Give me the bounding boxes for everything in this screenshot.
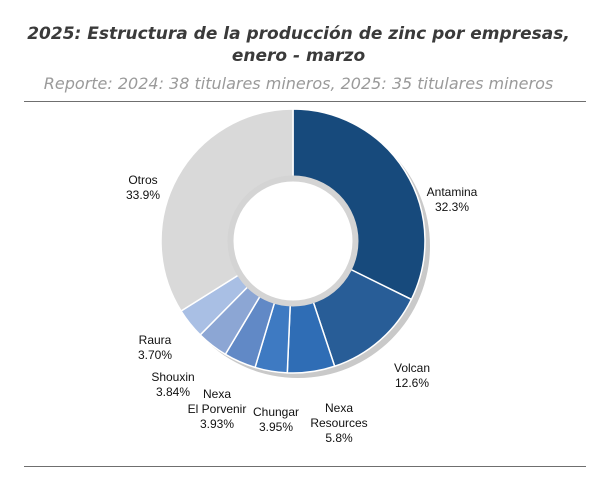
label-volcan: Volcan 12.6% bbox=[394, 361, 430, 390]
chart-title-line-1: 2025: Estructura de la producción de zin… bbox=[27, 24, 570, 44]
label-chungar: Chungar 3.95% bbox=[253, 405, 299, 434]
label-otros: Otros 33.9% bbox=[126, 173, 160, 202]
label-shouxin: Shouxin 3.84% bbox=[151, 370, 194, 399]
chart-title-line-2: enero - marzo bbox=[231, 46, 366, 66]
label-raura: Raura 3.70% bbox=[138, 333, 172, 362]
donut-hole-center bbox=[235, 183, 351, 299]
label-antamina: Antamina 32.3% bbox=[427, 185, 478, 214]
top-divider bbox=[24, 101, 586, 102]
chart-subtitle: Reporte: 2024: 38 titulares mineros, 202… bbox=[43, 74, 554, 93]
bottom-divider bbox=[24, 466, 586, 467]
label-nexa-resources: Nexa Resources 5.8% bbox=[310, 401, 367, 445]
label-nexa-el-porvenir: Nexa El Porvenir 3.93% bbox=[188, 387, 247, 431]
